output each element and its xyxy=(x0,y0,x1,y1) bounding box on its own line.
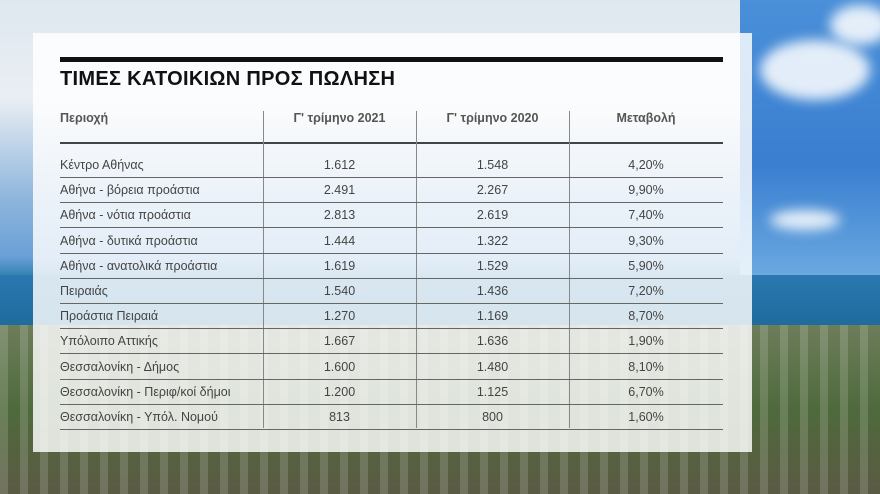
cell-region: Θεσσαλονίκη - Υπόλ. Νομού xyxy=(60,410,218,424)
header-change: Μεταβολή xyxy=(616,111,676,125)
cell-q3-2020: 1.322 xyxy=(476,233,509,248)
header-rule xyxy=(60,142,723,144)
table-row: Αθήνα - νότια προάστια 2.813 2.619 7,40% xyxy=(60,202,723,229)
table-row: Θεσσαλονίκη - Δήμος 1.600 1.480 8,10% xyxy=(60,354,723,380)
cell-region: Αθήνα - νότια προάστια xyxy=(60,208,191,223)
title-bar-rule xyxy=(60,57,723,62)
table-row: Αθήνα - ανατολικά προάστια 1.619 1.529 5,90… xyxy=(60,253,723,279)
cloud xyxy=(830,5,880,45)
cell-q3-2021: 1.612 xyxy=(323,158,356,172)
cell-region: Αθήνα - βόρεια προάστια xyxy=(60,183,200,198)
cell-change: 7,40% xyxy=(628,208,664,223)
cell-change: 8,10% xyxy=(628,359,664,374)
cell-q3-2021: 1.667 xyxy=(323,334,356,349)
cell-q3-2021: 1.270 xyxy=(323,309,356,324)
cell-region: Προάστια Πειραιά xyxy=(60,309,159,324)
table-row: Αθήνα - βόρεια προάστια 2.491 2.267 9,90% xyxy=(60,177,723,204)
cell-q3-2020: 1.548 xyxy=(476,158,509,172)
cell-q3-2020: 1.169 xyxy=(476,309,509,324)
cloud xyxy=(760,40,870,100)
cell-change: 7,20% xyxy=(628,284,664,298)
column-divider xyxy=(416,111,417,428)
column-divider xyxy=(263,111,264,428)
cell-q3-2020: 1.480 xyxy=(476,359,509,374)
cell-change: 1,60% xyxy=(628,410,664,424)
cell-q3-2020: 800 xyxy=(482,410,503,424)
cell-q3-2020: 2.267 xyxy=(476,183,509,198)
cell-q3-2021: 1.540 xyxy=(323,284,356,298)
cell-region: Θεσσαλονίκη - Περιφ/κοί δήμοι xyxy=(60,384,231,399)
cell-region: Θεσσαλονίκη - Δήμος xyxy=(60,359,180,374)
column-divider xyxy=(569,111,570,428)
table-row: Θεσσαλονίκη - Περιφ/κοί δήμοι 1.200 1.125 6… xyxy=(60,379,723,405)
cell-q3-2021: 813 xyxy=(329,410,350,424)
cell-region: Αθήνα - δυτικά προάστια xyxy=(60,233,198,248)
cell-change: 6,70% xyxy=(628,384,664,399)
cell-region: Πειραιάς xyxy=(60,284,108,298)
cloud xyxy=(770,210,840,230)
cell-q3-2021: 1.619 xyxy=(323,258,356,273)
cell-q3-2021: 1.600 xyxy=(323,359,356,374)
table-row: Προάστια Πειραιά 1.270 1.169 8,70% xyxy=(60,303,723,330)
cell-q3-2021: 2.491 xyxy=(323,183,356,198)
table-row: Κέντρο Αθήνας 1.612 1.548 4,20% xyxy=(60,152,723,178)
page-title: ΤΙΜΕΣ ΚΑΤΟΙΚΙΩΝ ΠΡΟΣ ΠΩΛΗΣΗ xyxy=(60,68,396,90)
table-row: Υπόλοιπο Αττικής 1.667 1.636 1,90% xyxy=(60,328,723,355)
table-row: Πειραιάς 1.540 1.436 7,20% xyxy=(60,278,723,304)
cell-change: 9,30% xyxy=(628,233,664,248)
cell-change: 8,70% xyxy=(628,309,664,324)
cell-q3-2021: 1.200 xyxy=(323,384,356,399)
header-region: Περιοχή xyxy=(60,111,109,125)
cell-region: Υπόλοιπο Αττικής xyxy=(60,334,158,349)
cell-change: 4,20% xyxy=(628,158,664,172)
cell-change: 5,90% xyxy=(628,258,664,273)
table-panel xyxy=(33,33,752,452)
cell-q3-2020: 1.125 xyxy=(476,384,509,399)
cell-q3-2020: 2.619 xyxy=(476,208,509,223)
cell-change: 9,90% xyxy=(628,183,664,198)
cell-q3-2021: 2.813 xyxy=(323,208,356,223)
cell-q3-2020: 1.436 xyxy=(476,284,509,298)
cell-region: Κέντρο Αθήνας xyxy=(60,158,144,172)
header-q3-2021: Γ' τρίμηνο 2021 xyxy=(293,111,386,125)
cell-change: 1,90% xyxy=(628,334,664,349)
cell-q3-2020: 1.529 xyxy=(476,258,509,273)
cell-region: Αθήνα - ανατολικά προάστια xyxy=(60,258,218,273)
header-q3-2020: Γ' τρίμηνο 2020 xyxy=(446,111,539,125)
cell-q3-2020: 1.636 xyxy=(476,334,509,349)
cell-q3-2021: 1.444 xyxy=(323,233,356,248)
table-row: Αθήνα - δυτικά προάστια 1.444 1.322 9,30% xyxy=(60,228,723,254)
table-row: Θεσσαλονίκη - Υπόλ. Νομού 813 800 1,60% xyxy=(60,404,723,430)
